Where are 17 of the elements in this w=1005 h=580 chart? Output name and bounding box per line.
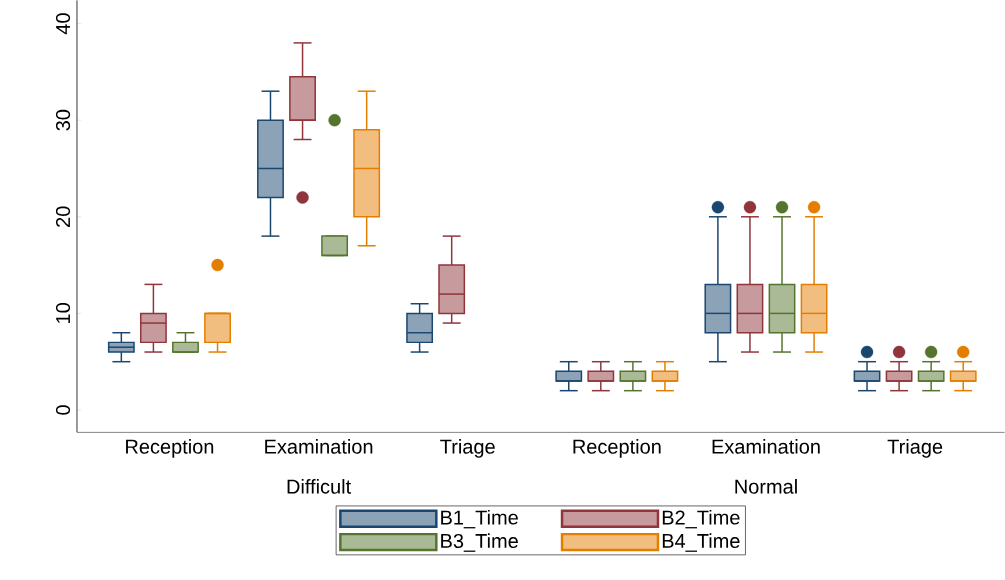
x-tick-label: Reception: [573, 439, 661, 458]
y-tick-label: 40: [55, 13, 71, 35]
x-tick-label: Examination: [712, 439, 820, 454]
x-tick-label: Examination: [265, 439, 373, 454]
legend-label: B3_Time: [441, 533, 518, 552]
y-tick-label: 0: [55, 405, 71, 415]
y-tick-label: 20: [55, 206, 71, 227]
text: Normal: [735, 478, 797, 494]
y-tick-label: 30: [55, 109, 71, 131]
legend-label: B1_Time: [441, 509, 518, 529]
legend-label: B4_Time: [662, 533, 740, 552]
legend-label: B2_Time: [662, 509, 740, 529]
y-tick-label: 10: [55, 302, 71, 323]
x-tick-label: Reception: [126, 439, 214, 458]
x-tick-label: Triage: [440, 439, 495, 458]
text: Difficult: [287, 478, 352, 494]
x-tick-label: Triage: [887, 439, 943, 458]
